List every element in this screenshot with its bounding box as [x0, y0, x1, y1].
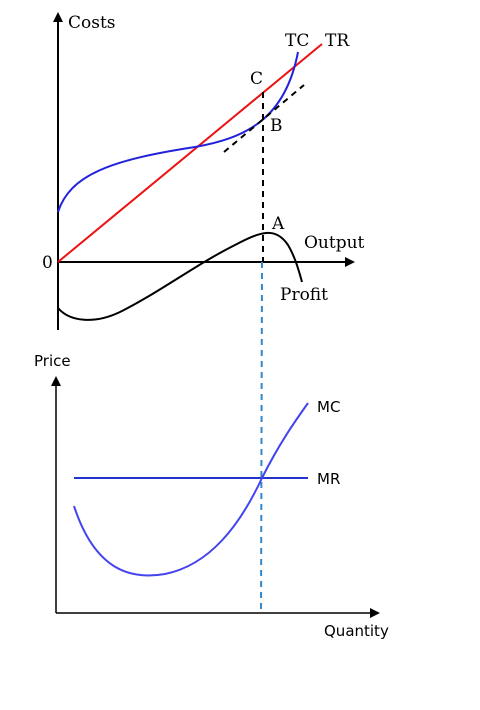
tr-line [57, 43, 323, 263]
tc-curve [57, 51, 299, 213]
connecting-vertical-guide [260, 261, 263, 614]
tc-label: TC [285, 31, 309, 51]
point-b-label: B [270, 116, 283, 136]
top-panel: Costs Output 0 TC TR Profit C B A [42, 12, 365, 330]
bottom-panel: Price Quantity MC MR [34, 352, 389, 640]
output-axis-label: Output [304, 233, 365, 253]
price-axis-label: Price [34, 352, 71, 370]
quantity-axis-label: Quantity [324, 622, 389, 640]
profit-curve [57, 231, 303, 321]
point-c-label: C [250, 69, 263, 89]
profit-label: Profit [280, 285, 328, 305]
mc-label: MC [317, 398, 340, 416]
origin-label: 0 [42, 253, 53, 273]
mc-curve [73, 402, 309, 577]
costs-axis-label: Costs [68, 13, 116, 33]
point-a-label: A [271, 214, 285, 234]
tr-label: TR [325, 31, 350, 51]
mr-label: MR [317, 470, 340, 488]
